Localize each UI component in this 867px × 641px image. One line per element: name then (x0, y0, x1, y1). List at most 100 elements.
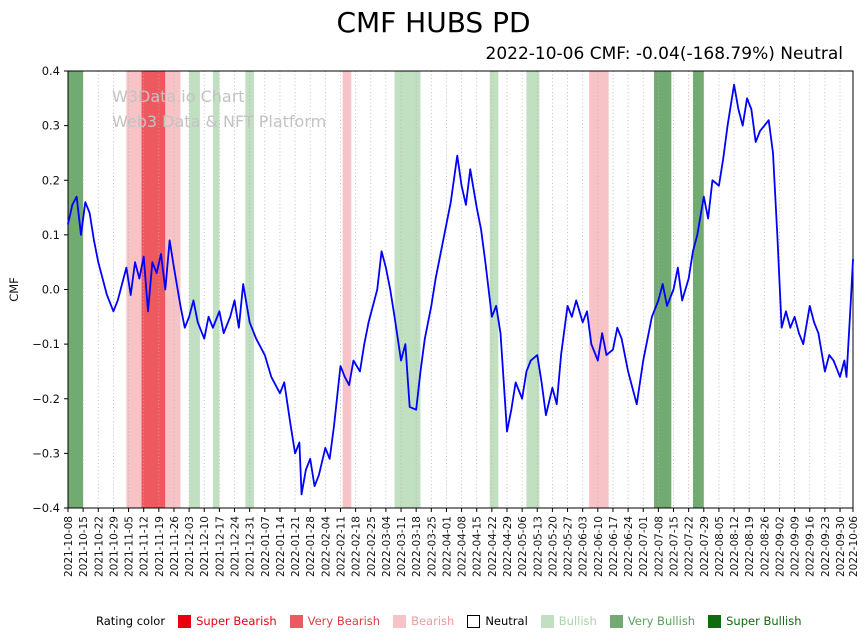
x-tick-label: 2022-10-06 (848, 516, 860, 577)
x-tick-label: 2022-05-13 (532, 516, 544, 577)
x-tick-label: 2021-10-08 (63, 516, 75, 577)
legend-item-label: Neutral (485, 614, 528, 628)
x-tick-label: 2022-09-16 (805, 516, 817, 577)
x-tick-label: 2022-01-21 (290, 516, 302, 577)
cmf-series-line (67, 83, 854, 496)
x-tick-label: 2022-05-20 (547, 516, 559, 577)
legend-swatch-bullish (540, 614, 554, 628)
page-title: CMF HUBS PD (336, 6, 531, 39)
y-tick-label: 0.4 (42, 64, 60, 78)
y-tick-label: −0.2 (32, 392, 60, 406)
rating-band-bearish (589, 71, 609, 508)
legend-swatch-neutral (467, 614, 481, 628)
y-tick-label: 0.2 (42, 173, 60, 187)
x-tick-label: 2022-05-06 (517, 516, 529, 577)
x-tick-label: 2022-06-17 (608, 516, 620, 577)
rating-band-bearish (165, 71, 181, 508)
legend-item-label: Super Bearish (196, 614, 277, 628)
x-tick-label: 2022-05-27 (563, 516, 575, 577)
y-tick-label: −0.3 (32, 446, 60, 460)
x-tick-label: 2022-09-23 (820, 516, 832, 577)
x-tick-label: 2022-02-25 (366, 516, 378, 577)
x-tick-label: 2022-07-22 (684, 516, 696, 577)
x-tick-label: 2021-12-24 (230, 516, 242, 577)
x-tick-label: 2022-09-09 (790, 516, 802, 577)
x-tick-label: 2022-04-15 (472, 516, 484, 577)
rating-band-bearish (126, 71, 142, 508)
x-tick-label: 2022-07-08 (653, 516, 665, 577)
x-tick-label: 2022-03-04 (381, 516, 393, 577)
rating-band-bullish (245, 71, 254, 508)
x-tick-label: 2021-10-22 (93, 516, 105, 577)
legend-item-super-bearish: Super Bearish (178, 614, 277, 628)
x-tick-label: 2022-08-05 (714, 516, 726, 577)
rating-band-bullish (489, 71, 499, 508)
legend-item-neutral: Neutral (467, 614, 528, 628)
y-tick-label: −0.4 (32, 501, 60, 515)
y-axis-label: CMF (7, 277, 21, 302)
legend-swatch-super-bearish (178, 614, 192, 628)
x-tick-label: 2022-07-29 (699, 516, 711, 577)
y-tick-label: 0.3 (42, 119, 60, 133)
x-tick-label: 2022-02-18 (351, 516, 363, 577)
x-tick-label: 2021-11-05 (124, 516, 136, 577)
x-tick-label: 2022-08-19 (744, 516, 756, 577)
plot-border (67, 70, 854, 509)
legend-item-label: Bullish (558, 614, 597, 628)
x-tick-label: 2022-04-22 (487, 516, 499, 577)
x-tick-label: 2022-04-08 (457, 516, 469, 577)
x-tick-label: 2021-10-29 (108, 516, 120, 577)
rating-band-very_bearish (141, 71, 166, 508)
x-tick-label: 2022-03-25 (426, 516, 438, 577)
x-tick-label: 2022-01-28 (305, 516, 317, 577)
x-tick-label: 2022-08-26 (759, 516, 771, 577)
legend-item-label: Very Bullish (627, 614, 696, 628)
rating-band-bullish (526, 71, 540, 508)
x-tick-label: 2021-11-12 (139, 516, 151, 577)
legend-item-very-bullish: Very Bullish (609, 614, 696, 628)
x-tick-label: 2022-09-30 (835, 516, 847, 577)
x-tick-label: 2022-04-29 (502, 516, 514, 577)
rating-band-bullish (212, 71, 220, 508)
x-tick-label: 2021-12-31 (245, 516, 257, 577)
legend-item-bearish: Bearish (393, 614, 454, 628)
x-tick-label: 2021-11-19 (154, 516, 166, 577)
x-tick-label: 2021-12-03 (184, 516, 196, 577)
x-tick-label: 2021-11-26 (169, 516, 181, 577)
legend-item-super-bullish: Super Bullish (708, 614, 802, 628)
legend-swatch-bearish (393, 614, 407, 628)
rating-band-very_bullish (654, 71, 672, 508)
x-tick-label: 2022-03-18 (411, 516, 423, 577)
legend-swatch-super-bullish (708, 614, 722, 628)
rating-band-bullish (394, 71, 421, 508)
x-tick-label: 2022-07-15 (669, 516, 681, 577)
rating-band-very_bullish (68, 71, 84, 508)
x-tick-label: 2021-10-15 (78, 516, 90, 577)
y-tick-label: −0.1 (32, 337, 60, 351)
x-tick-label: 2021-12-10 (199, 516, 211, 577)
legend-label: Rating color (96, 614, 166, 628)
x-tick-label: 2022-06-03 (578, 516, 590, 577)
y-tick-label: 0.0 (42, 283, 60, 297)
legend-item-very-bearish: Very Bearish (289, 614, 381, 628)
rating-band-very_bullish (692, 71, 704, 508)
x-tick-label: 2022-06-24 (623, 516, 635, 577)
rating-legend: Rating color Super Bearish Very Bearish Be… (96, 614, 802, 628)
x-tick-label: 2022-04-01 (441, 516, 453, 577)
x-tick-label: 2022-01-14 (275, 516, 287, 577)
rating-band-bearish (342, 71, 352, 508)
legend-item-bullish: Bullish (540, 614, 597, 628)
x-tick-label: 2021-12-17 (214, 516, 226, 577)
legend-item-label: Very Bearish (307, 614, 381, 628)
y-tick-label: 0.1 (42, 228, 60, 242)
x-tick-label: 2022-09-02 (774, 516, 786, 577)
x-tick-label: 2022-08-12 (729, 516, 741, 577)
x-tick-label: 2022-02-04 (320, 516, 332, 577)
legend-swatch-very-bullish (609, 614, 623, 628)
x-tick-label: 2022-07-01 (638, 516, 650, 577)
chart-subtitle: 2022-10-06 CMF: -0.04(-168.79%) Neutral (485, 44, 844, 64)
legend-swatch-very-bearish (289, 614, 303, 628)
legend-item-label: Bearish (411, 614, 455, 628)
